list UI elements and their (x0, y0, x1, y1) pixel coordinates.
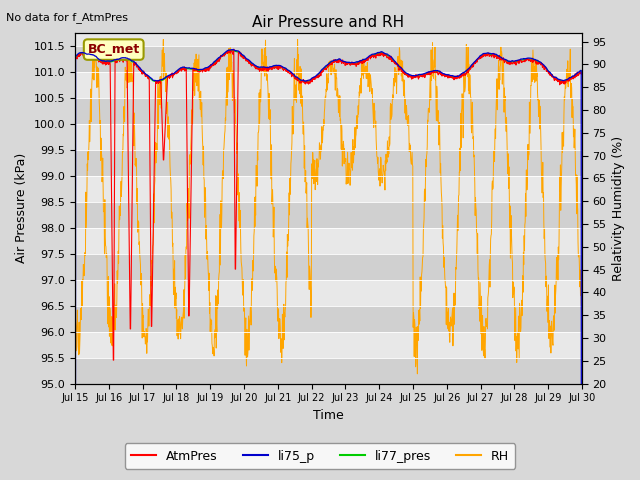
Bar (75, 46, 582, 72)
Text: No data for f_AtmPres: No data for f_AtmPres (6, 12, 129, 23)
Bar (75, 202, 582, 228)
Y-axis label: Air Pressure (kPa): Air Pressure (kPa) (15, 153, 28, 263)
X-axis label: Time: Time (313, 409, 344, 422)
Y-axis label: Relativity Humidity (%): Relativity Humidity (%) (612, 135, 625, 281)
Bar (75, 358, 582, 384)
Bar (75, 253, 582, 279)
Bar (75, 306, 582, 332)
Text: BC_met: BC_met (88, 43, 140, 56)
Bar (75, 97, 582, 123)
Title: Air Pressure and RH: Air Pressure and RH (252, 15, 404, 30)
Legend: AtmPres, li75_p, li77_pres, RH: AtmPres, li75_p, li77_pres, RH (125, 444, 515, 469)
Bar (75, 150, 582, 176)
